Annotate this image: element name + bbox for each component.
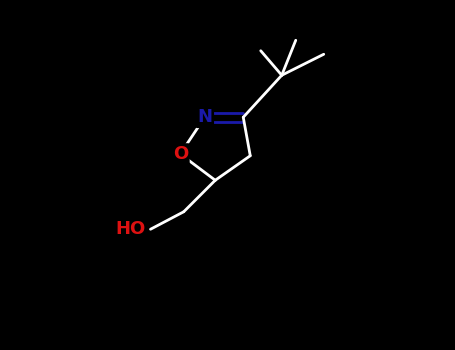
- Text: O: O: [172, 145, 188, 163]
- Text: N: N: [197, 108, 212, 126]
- Text: HO: HO: [115, 220, 145, 238]
